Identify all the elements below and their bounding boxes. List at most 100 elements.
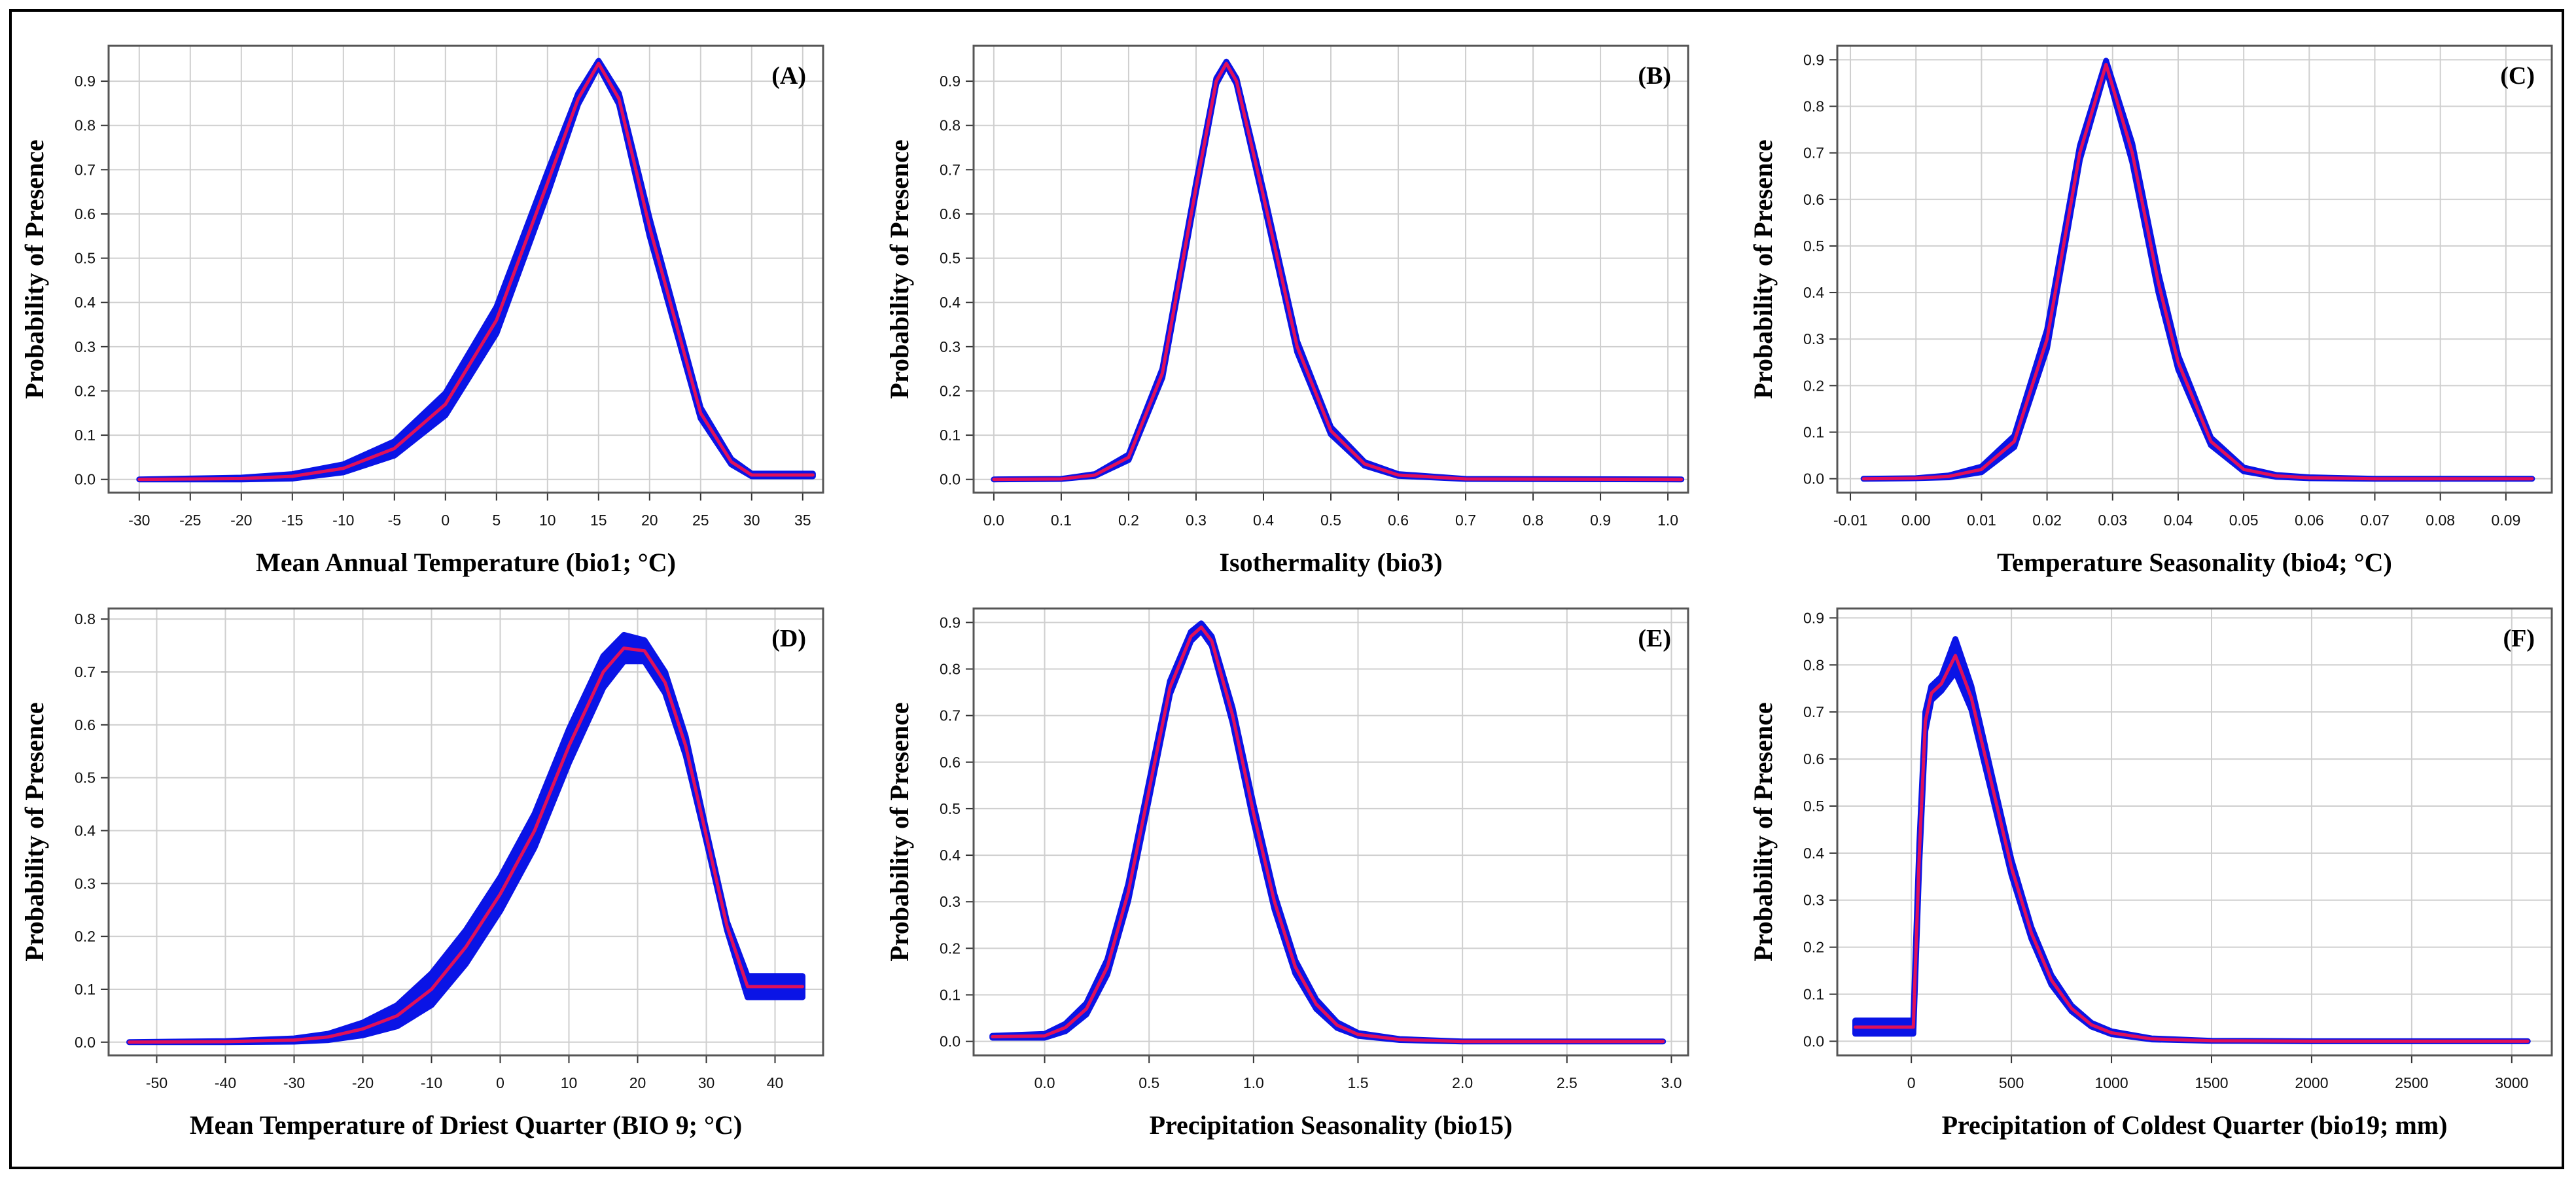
y-tick-label: 0.4 <box>75 294 96 311</box>
y-tick-label: 0.2 <box>940 382 961 399</box>
y-tick-label: 0.9 <box>1803 51 1824 68</box>
x-tick-label: -20 <box>230 512 252 529</box>
x-axis-label: Isothermality (bio3) <box>1219 548 1442 577</box>
x-tick-label: 3.0 <box>1661 1074 1682 1091</box>
y-tick-label: 0.5 <box>1803 238 1824 255</box>
x-tick-label: 3000 <box>2495 1074 2528 1091</box>
panel-c: -0.01 0.00 0.01 0.02 0.03 0.04 0.05 0.06 0.07 0.0… <box>1748 44 2553 577</box>
plot-area <box>1836 44 2553 494</box>
x-tick-label: 0.0 <box>983 512 1004 529</box>
y-axis-label: Probability of Presence <box>20 702 49 961</box>
y-tick-label: 0.3 <box>940 893 961 910</box>
y-tick-label: 0.9 <box>940 73 961 90</box>
y-tick-label: 0.1 <box>75 981 96 998</box>
mean-response-line <box>1854 654 2530 1043</box>
mean-response-line <box>137 62 815 482</box>
panel-e: 0.0 0.5 1.0 1.5 2.0 2.5 3.0 0.0 0.1 0.2 0.3 0.4 0.5 0… <box>885 607 1689 1140</box>
x-tick-label: 0.0 <box>1034 1074 1055 1091</box>
y-tick-label: 0.4 <box>1803 284 1824 301</box>
x-tick-label: 0.9 <box>1590 512 1611 529</box>
plot-area <box>107 44 824 494</box>
mean-response-line <box>992 62 1684 482</box>
y-axis-label: Probability of Presence <box>885 702 914 961</box>
panel-f: 0 500 1000 1500 2000 2500 3000 0.0 0.1 0.2 0.3 0.4 0… <box>1748 607 2553 1140</box>
x-tick-label: 0 <box>1907 1074 1916 1091</box>
y-tick-label: 0.1 <box>1803 986 1824 1003</box>
y-tick-label: 0.3 <box>75 875 96 892</box>
panel-label: (C) <box>2500 62 2535 90</box>
y-tick-label: 0.5 <box>1803 798 1824 815</box>
y-tick-label: 0.2 <box>1803 939 1824 956</box>
x-tick-label: 35 <box>794 512 811 529</box>
x-tick-label: -10 <box>421 1074 442 1091</box>
x-tick-label: 1.0 <box>1657 512 1678 529</box>
y-tick-label: 0.9 <box>75 73 96 90</box>
x-tick-label: 1000 <box>2094 1074 2128 1091</box>
x-tick-label: 0.00 <box>1901 512 1931 529</box>
y-tick-label: 0.4 <box>1803 845 1824 862</box>
x-tick-label: 30 <box>743 512 760 529</box>
x-tick-label: 0.8 <box>1523 512 1544 529</box>
x-tick-label: 0.6 <box>1388 512 1409 529</box>
x-tick-label: 20 <box>629 1074 646 1091</box>
x-tick-label: 500 <box>1999 1074 2024 1091</box>
x-tick-label: 2.5 <box>1557 1074 1578 1091</box>
y-tick-label: 0.5 <box>940 250 961 267</box>
x-tick-label: -40 <box>215 1074 236 1091</box>
y-tick-label: 0.2 <box>75 928 96 945</box>
panel-a: -30 -25 -20 -15 -10 -5 0 5 10 15 20 25 30 35 0.0 0.1 0.2… <box>20 44 824 577</box>
panel-label: (D) <box>771 625 806 652</box>
x-tick-label: -30 <box>283 1074 305 1091</box>
x-tick-label: 1.5 <box>1348 1074 1369 1091</box>
y-tick-label: 0.6 <box>1803 191 1824 208</box>
y-tick-label: 0.2 <box>75 382 96 399</box>
plot-area <box>107 607 824 1057</box>
x-tick-label: -50 <box>146 1074 168 1091</box>
y-tick-label: 0.7 <box>75 161 96 178</box>
x-tick-label: -5 <box>388 512 401 529</box>
y-axis-label: Probability of Presence <box>1748 702 1778 961</box>
x-tick-label: 0.04 <box>2164 512 2193 529</box>
y-tick-label: 0.3 <box>1803 330 1824 347</box>
y-tick-label: 0.6 <box>75 205 96 222</box>
x-tick-label: -20 <box>352 1074 374 1091</box>
y-tick-label: 0.7 <box>1803 145 1824 162</box>
sd-band <box>126 631 805 1046</box>
y-tick-label: 0.2 <box>940 940 961 957</box>
x-tick-label: 0.3 <box>1186 512 1207 529</box>
plot-area <box>972 44 1689 494</box>
y-tick-label: 0.6 <box>940 754 961 771</box>
x-tick-label: 0.1 <box>1051 512 1072 529</box>
panel-label: (B) <box>1638 62 1671 90</box>
sd-band <box>136 58 816 483</box>
y-tick-label: 0.8 <box>940 660 961 677</box>
mean-response-line <box>128 646 804 1044</box>
x-tick-label: 0.4 <box>1253 512 1274 529</box>
mean-response-line <box>991 626 1665 1044</box>
x-tick-label: 25 <box>692 512 709 529</box>
x-tick-label: 10 <box>539 512 556 529</box>
y-tick-label: 0.0 <box>75 471 96 488</box>
x-tick-label: 0.7 <box>1455 512 1476 529</box>
y-tick-label: 0.3 <box>75 338 96 355</box>
x-axis-label: Precipitation Seasonality (bio15) <box>1150 1110 1513 1140</box>
sd-band <box>1852 636 2531 1044</box>
y-tick-label: 0.1 <box>75 427 96 444</box>
sd-band <box>989 620 1667 1045</box>
y-tick-label: 0.4 <box>75 822 96 839</box>
y-tick-label: 0.1 <box>940 427 961 444</box>
x-tick-label: 0.06 <box>2295 512 2324 529</box>
x-tick-label: 2.0 <box>1452 1074 1473 1091</box>
x-tick-label: 0.5 <box>1138 1074 1159 1091</box>
y-tick-label: 0.6 <box>1803 750 1824 767</box>
x-tick-label: 0.2 <box>1118 512 1139 529</box>
y-tick-label: 0.7 <box>940 707 961 724</box>
x-tick-label: 1500 <box>2195 1074 2228 1091</box>
y-tick-label: 0.3 <box>1803 892 1824 909</box>
y-tick-label: 0.5 <box>940 800 961 817</box>
y-tick-label: 0.6 <box>75 716 96 733</box>
x-tick-label: -30 <box>128 512 150 529</box>
y-tick-label: 0.8 <box>1803 656 1824 673</box>
y-tick-label: 0.8 <box>940 117 961 134</box>
panel-label: (A) <box>771 62 806 90</box>
